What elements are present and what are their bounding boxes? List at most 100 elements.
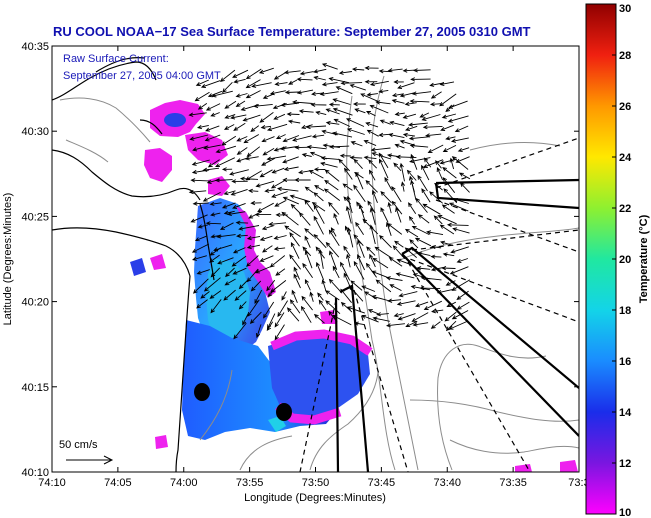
current-vector: [304, 186, 314, 194]
current-vector: [282, 196, 299, 205]
current-vector: [283, 166, 299, 172]
current-vector: [449, 157, 455, 170]
current-vector: [391, 200, 403, 215]
current-vector: [367, 200, 376, 214]
current-vector: [345, 118, 365, 127]
x-tick-label: 73:45: [368, 477, 396, 489]
current-vector: [399, 162, 405, 182]
current-vector: [246, 244, 260, 250]
buoy-marker-a: [194, 383, 210, 401]
current-vector: [442, 166, 457, 179]
current-vector: [224, 113, 236, 119]
current-vector: [427, 144, 444, 153]
current-vector: [261, 136, 275, 143]
current-vector: [286, 307, 300, 322]
current-vector: [233, 78, 246, 84]
current-vector: [371, 295, 391, 302]
current-vector: [230, 114, 247, 120]
current-vector: [433, 215, 443, 225]
scale-arrow: [66, 455, 114, 465]
contour-e: [309, 371, 379, 471]
current-vector: [430, 321, 441, 329]
current-vector: [205, 103, 221, 111]
current-vector: [257, 202, 274, 213]
current-vector: [223, 210, 235, 215]
current-vector: [277, 300, 288, 318]
current-vector: [210, 267, 221, 278]
current-vector: [410, 153, 418, 170]
current-vector: [271, 191, 288, 198]
current-vector: [313, 215, 324, 235]
current-vector: [389, 284, 402, 291]
y-tick-label: 40:15: [21, 382, 49, 394]
annotation-line-2: September 27, 2005 04:00 GMT: [63, 70, 221, 82]
current-vector: [192, 278, 209, 294]
current-vector: [226, 211, 246, 217]
current-vector: [274, 312, 285, 328]
contour-k: [469, 142, 561, 151]
current-vector: [259, 255, 274, 262]
current-vector: [188, 189, 207, 195]
colorbar-label: Temperature (°C): [638, 214, 650, 303]
current-vector: [366, 92, 378, 97]
current-vector: [415, 301, 429, 308]
current-vector: [224, 278, 236, 286]
current-vector: [235, 220, 249, 225]
current-vector: [270, 179, 286, 189]
current-vector: [372, 316, 390, 322]
current-vector: [325, 120, 340, 126]
current-vector: [293, 273, 301, 289]
current-vector: [292, 99, 313, 105]
current-vector: [313, 233, 327, 249]
current-vector: [292, 135, 312, 142]
current-vector: [302, 246, 312, 257]
current-vector: [233, 322, 247, 340]
current-vector: [328, 102, 340, 107]
current-vector: [289, 232, 300, 247]
current-vector: [251, 82, 272, 88]
current-vector: [354, 108, 366, 114]
current-vector: [328, 250, 338, 270]
current-vector: [217, 257, 234, 265]
colorbar-tick-label: 20: [619, 254, 631, 266]
current-vector: [259, 112, 274, 123]
current-vector: [439, 81, 455, 87]
current-vector: [315, 110, 327, 116]
current-vector: [448, 202, 469, 212]
current-vector: [259, 169, 273, 178]
current-vector: [304, 249, 313, 269]
current-vector: [449, 266, 469, 275]
current-vector: [233, 122, 246, 131]
current-vector: [232, 267, 247, 275]
current-vector: [245, 170, 262, 181]
current-vector: [308, 170, 324, 179]
colorbar-tick-label: 18: [619, 305, 631, 317]
current-vector: [395, 154, 417, 160]
current-vector: [423, 300, 442, 310]
small-blue-fleck: [130, 258, 146, 276]
current-vector: [364, 79, 378, 84]
current-vector: [437, 215, 457, 225]
current-vector: [314, 185, 325, 192]
current-vector: [419, 112, 430, 118]
current-vector: [261, 225, 275, 231]
current-vector: [411, 225, 430, 236]
current-vector: [364, 291, 378, 300]
current-vector: [456, 301, 470, 310]
current-vector: [266, 155, 287, 161]
current-vector: [379, 119, 391, 125]
coast-upper-bay: [52, 61, 157, 101]
current-vector: [328, 229, 340, 246]
y-axis: 40:10 40:15 40:20 40:25 40:30 40:35: [21, 41, 579, 479]
current-vector: [425, 133, 442, 138]
colorbar-tick-label: 26: [619, 101, 631, 113]
x-tick-label: 73:55: [236, 477, 264, 489]
current-vector: [232, 69, 249, 78]
colorbar-tick-label: 22: [619, 203, 631, 215]
current-vector: [309, 291, 314, 302]
current-vector: [410, 77, 431, 82]
current-vector: [430, 91, 442, 99]
current-vector: [318, 248, 324, 269]
colorbar-tick-label: 24: [619, 152, 632, 164]
x-tick-label: 73:3: [568, 477, 589, 489]
